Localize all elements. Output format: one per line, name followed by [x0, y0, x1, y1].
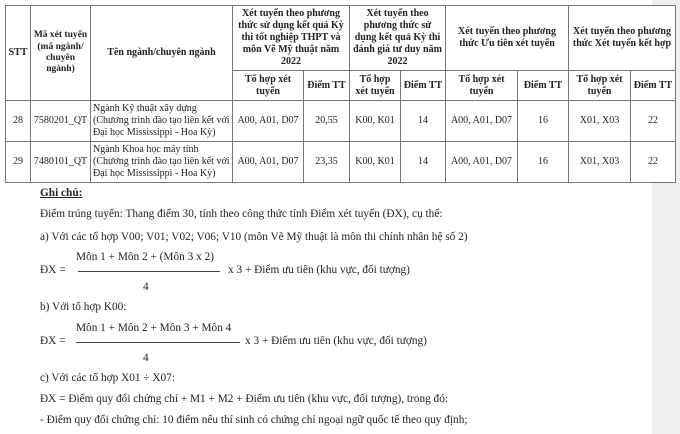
- formula-a-lhs: ĐX =: [40, 264, 66, 276]
- header-name: Tên ngành/chuyên ngành: [90, 5, 233, 101]
- notes-case-b: b) Với tổ hợp K00:: [40, 301, 127, 313]
- header-score: Điểm TT: [517, 70, 569, 101]
- combo-thpt: A00, A01, D07: [232, 100, 304, 142]
- header-code: Mã xét tuyển (mã ngành/ chuyên ngành): [30, 5, 91, 101]
- combo-ket-hop: X01, X03: [568, 100, 631, 142]
- formula-c: ĐX = Điểm quy đổi chứng chỉ + M1 + M2 + …: [40, 393, 448, 405]
- header-combo: Tổ hợp xét tuyển: [445, 70, 518, 101]
- header-stt: STT: [5, 5, 31, 101]
- score-thpt: 23,35: [303, 141, 350, 183]
- code: 7580201_QT: [30, 100, 91, 142]
- formula-b-numerator: Môn 1 + Môn 2 + Môn 3 + Môn 4: [76, 322, 232, 334]
- notes-case-a: a) Với các tổ hợp V00; V01; V02; V06; V1…: [40, 231, 468, 243]
- notes-c-detail: - Điểm quy đổi chứng chỉ: 10 điểm nếu th…: [40, 414, 468, 426]
- major-name: Ngành Kỹ thuật xây dựng (Chương trình đà…: [90, 100, 233, 142]
- score-uu-tien: 16: [517, 100, 569, 142]
- score-thpt: 20,55: [303, 100, 350, 142]
- header-combo: Tổ hợp xét tuyển: [568, 70, 631, 101]
- notes-intro: Điểm trúng tuyển: Thang điểm 30, tính th…: [40, 208, 443, 220]
- notes-title: Ghi chú:: [40, 187, 83, 199]
- header-score: Điểm TT: [400, 70, 446, 101]
- table-row: 29 7480101_QT Ngành Khoa học máy tính (C…: [5, 141, 676, 183]
- fraction-line: [78, 271, 220, 272]
- header-score: Điểm TT: [630, 70, 676, 101]
- formula-b-denominator: 4: [143, 352, 149, 364]
- notes-case-c: c) Với các tổ hợp X01 ÷ X07:: [40, 372, 175, 384]
- header-combo: Tổ hợp xét tuyển: [232, 70, 304, 101]
- combo-tu-duy: K00, K01: [349, 100, 401, 142]
- admission-table: STT Mã xét tuyển (mã ngành/ chuyên ngành…: [5, 5, 676, 183]
- stt: 28: [5, 100, 31, 142]
- major-name: Ngành Khoa học máy tính (Chương trình đà…: [90, 141, 233, 183]
- combo-uu-tien: A00, A01, D07: [445, 100, 518, 142]
- formula-a-rest: x 3 + Điểm ưu tiên (khu vực, đối tượng): [228, 264, 410, 276]
- fraction-line: [76, 342, 240, 343]
- header-group-ket-hop: Xét tuyển theo phương thức Xét tuyển kết…: [568, 5, 676, 71]
- combo-uu-tien: A00, A01, D07: [445, 141, 518, 183]
- header-group-uu-tien: Xét tuyển theo phương thức Ưu tiên xét t…: [445, 5, 569, 71]
- header-group-tu-duy: Xét tuyển theo phương thức sử dụng kết q…: [349, 5, 446, 71]
- code: 7480101_QT: [30, 141, 91, 183]
- stt: 29: [5, 141, 31, 183]
- header-score: Điểm TT: [303, 70, 350, 101]
- combo-thpt: A00, A01, D07: [232, 141, 304, 183]
- formula-a-denominator: 4: [143, 281, 149, 293]
- formula-a-numerator: Môn 1 + Môn 2 + (Môn 3 x 2): [76, 251, 214, 263]
- formula-b-rest: x 3 + Điểm ưu tiên (khu vực, đối tượng): [245, 335, 427, 347]
- score-tu-duy: 14: [400, 141, 446, 183]
- formula-b-lhs: ĐX =: [40, 335, 66, 347]
- header-group-thpt: Xét tuyển theo phương thức sử dụng kết q…: [232, 5, 350, 71]
- table-row: 28 7580201_QT Ngành Kỹ thuật xây dựng (C…: [5, 100, 676, 142]
- score-uu-tien: 16: [517, 141, 569, 183]
- score-ket-hop: 22: [630, 100, 676, 142]
- combo-ket-hop: X01, X03: [568, 141, 631, 183]
- score-ket-hop: 22: [630, 141, 676, 183]
- combo-tu-duy: K00, K01: [349, 141, 401, 183]
- score-tu-duy: 14: [400, 100, 446, 142]
- header-combo: Tổ hợp xét tuyển: [349, 70, 401, 101]
